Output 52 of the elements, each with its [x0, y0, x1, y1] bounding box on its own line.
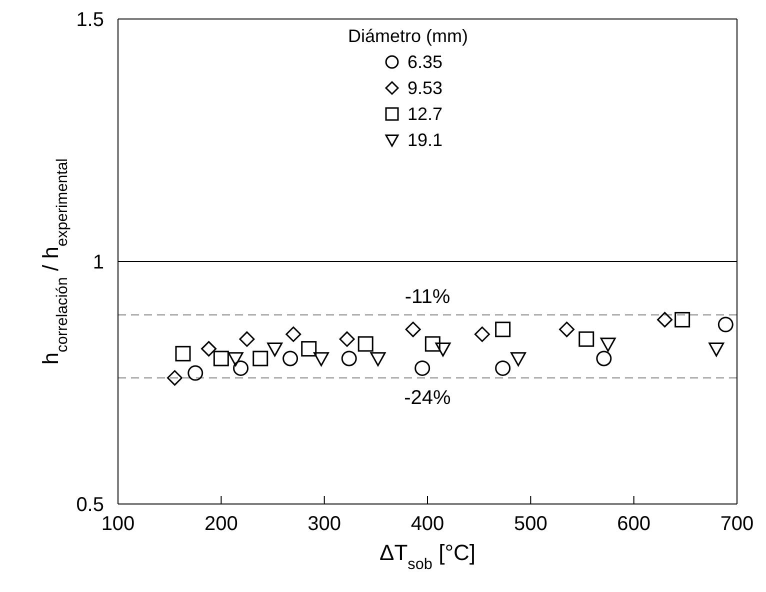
legend-label: 6.35 — [407, 52, 443, 72]
point — [596, 350, 612, 366]
point — [286, 326, 302, 342]
point — [495, 360, 511, 376]
point — [267, 342, 283, 357]
point — [414, 360, 430, 376]
point — [708, 342, 724, 357]
y-tick-label: 1.5 — [76, 9, 104, 32]
x-tick-label: 100 — [101, 513, 135, 536]
point — [213, 350, 229, 366]
x-tick-label: 400 — [410, 513, 444, 536]
point — [166, 370, 182, 386]
point — [474, 326, 490, 342]
x-tick-label: 700 — [720, 513, 754, 536]
point — [239, 331, 255, 347]
point — [600, 338, 616, 352]
legend-label: 12.7 — [407, 104, 443, 124]
point — [657, 312, 673, 328]
x-tick-label: 300 — [308, 513, 342, 536]
point — [252, 350, 268, 366]
point — [282, 350, 298, 366]
point — [233, 360, 249, 376]
annotation: -24% — [404, 387, 452, 410]
point — [370, 352, 386, 366]
y-tick-label: 0.5 — [76, 494, 104, 516]
point — [175, 346, 191, 362]
point — [424, 336, 440, 352]
point — [674, 312, 690, 328]
point — [358, 336, 374, 352]
point — [578, 331, 594, 347]
point — [435, 342, 451, 357]
point — [313, 352, 329, 366]
point — [201, 341, 217, 357]
point — [405, 322, 421, 338]
x-tick-label: 200 — [204, 513, 238, 536]
point — [510, 352, 526, 366]
annotation: -11% — [404, 286, 450, 308]
x-tick-label: 600 — [617, 513, 651, 536]
point — [559, 322, 575, 338]
point — [228, 352, 244, 366]
point — [718, 316, 734, 332]
x-axis-title: ΔT$_{sob}$ [°C] — [380, 540, 476, 572]
point — [301, 341, 317, 357]
point — [341, 350, 357, 366]
point — [339, 331, 355, 347]
y-tick-label: 1 — [92, 252, 104, 274]
legend-label: 9.53 — [407, 78, 443, 98]
x-tick-label: 500 — [514, 513, 548, 536]
legend-label: 19.1 — [407, 130, 443, 150]
legend-title: Diámetro (mm) — [348, 26, 468, 47]
point — [495, 322, 511, 338]
point — [188, 365, 204, 381]
